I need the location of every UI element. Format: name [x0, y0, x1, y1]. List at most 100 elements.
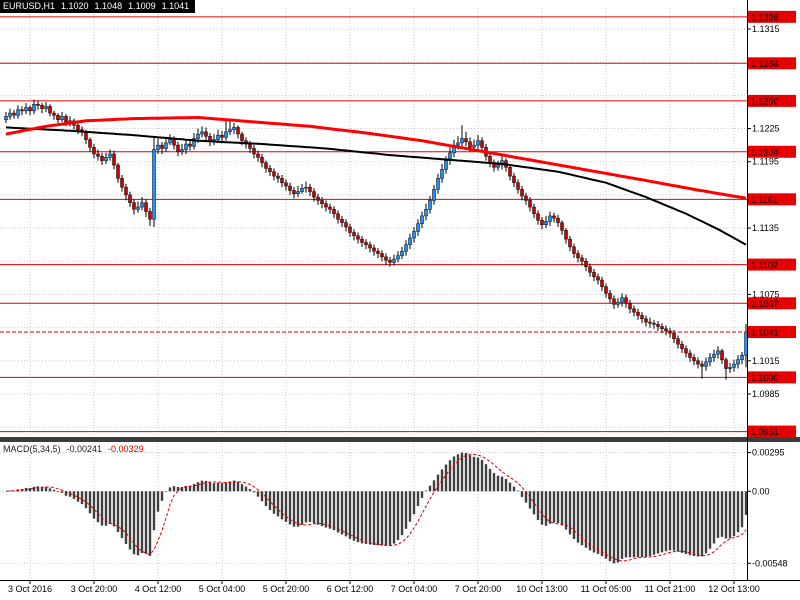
candle-body: [60, 116, 64, 120]
time-axis-label: 3 Oct 20:00: [71, 584, 118, 594]
main-chart-area[interactable]: [0, 0, 747, 437]
time-axis[interactable]: [0, 580, 800, 600]
candle-body: [280, 178, 284, 183]
price-level-badge-text: 1.1067: [751, 299, 779, 309]
candle-body: [420, 215, 424, 224]
candle-body: [380, 253, 384, 258]
candle-body: [188, 143, 192, 147]
time-axis-label: 11 Oct 21:00: [645, 584, 696, 594]
candle-body: [4, 116, 8, 120]
candle-body: [616, 301, 620, 305]
candle-body: [276, 175, 280, 179]
candle-body: [200, 131, 204, 135]
price-level-badge-text: 1.1204: [751, 147, 779, 157]
candle-body: [88, 139, 92, 148]
candle-body: [684, 348, 688, 354]
price-axis-label: 1.1015: [752, 356, 780, 366]
candle-body: [636, 311, 640, 316]
candle-body: [588, 266, 592, 273]
candle-body: [460, 138, 464, 144]
candle-body: [520, 189, 524, 197]
candle-body: [408, 237, 412, 245]
candle-body: [656, 324, 660, 327]
candle-body: [204, 131, 208, 137]
candle-body: [44, 106, 48, 109]
candle-body: [708, 357, 712, 363]
candle-body: [168, 139, 172, 144]
candle-body: [444, 160, 448, 170]
candle-body: [456, 142, 460, 146]
candle-body: [312, 191, 316, 198]
candle-body: [132, 202, 136, 210]
candle-body: [508, 167, 512, 177]
price-level-badge-text: 1.1102: [751, 260, 778, 270]
candle-body: [704, 361, 708, 367]
candle-body: [172, 139, 176, 146]
candle-body: [600, 279, 604, 287]
candle-body: [528, 200, 532, 208]
candle-body: [436, 178, 440, 190]
macd-signal-value: -0.00329: [108, 444, 144, 454]
macd-pane-area[interactable]: [0, 442, 747, 580]
candle-body: [360, 238, 364, 243]
price-axis-label: 1.1075: [752, 289, 780, 299]
candle-body: [736, 359, 740, 365]
candle-body: [364, 242, 368, 245]
candle-body: [164, 142, 168, 149]
candle-body: [24, 107, 28, 112]
candle-body: [344, 222, 348, 228]
candle-body: [568, 238, 572, 248]
candle-body: [160, 144, 164, 149]
candle-body: [672, 332, 676, 339]
macd-axis-label: 0.00295: [752, 448, 785, 458]
candle-body: [552, 215, 556, 219]
price-axis[interactable]: [747, 0, 800, 580]
candle-body: [716, 350, 720, 355]
price-level-badge-text: 1.1250: [751, 96, 779, 106]
candle-body: [604, 286, 608, 294]
candle-body: [584, 261, 588, 268]
macd-value: -0.00241: [66, 444, 103, 454]
time-axis-label: 10 Oct 13:00: [516, 584, 568, 594]
candle-body: [532, 206, 536, 214]
candle-body: [424, 209, 428, 217]
pane-separator[interactable]: [0, 437, 800, 442]
candle-body: [464, 138, 468, 143]
price-level-badge-text: 1.0951: [751, 427, 779, 437]
price-level-badge: [748, 145, 796, 158]
candle-body: [652, 322, 656, 325]
candle-body: [316, 196, 320, 201]
time-axis-label: 7 Oct 04:00: [391, 584, 438, 594]
ohlc-header: EURUSD,H1 1.1020 1.1048 1.1009 1.1041: [0, 0, 196, 13]
candle-body: [432, 189, 436, 201]
price-level-badge: [748, 193, 796, 206]
candle-body: [32, 103, 36, 112]
candle-body: [740, 355, 744, 360]
candle-body: [732, 363, 736, 368]
candle-body: [128, 194, 132, 203]
candle-body: [232, 127, 236, 130]
candle-body: [176, 144, 180, 153]
price-level-badge-text: 1.1000: [751, 373, 779, 383]
candle-body: [216, 134, 220, 140]
candle-body: [384, 256, 388, 261]
candle-body: [156, 144, 160, 150]
candle-body: [400, 251, 404, 256]
price-level-badge: [748, 57, 796, 70]
candle-body: [620, 297, 624, 303]
candle-body: [340, 218, 344, 223]
candle-body: [264, 162, 268, 169]
candle-body: [56, 115, 60, 120]
candle-body: [20, 109, 24, 112]
candle-body: [576, 253, 580, 259]
time-axis-label: 3 Oct 2016: [8, 584, 52, 594]
candle-body: [660, 326, 664, 329]
price-level-badge-text: 1.1284: [751, 59, 779, 69]
candle-body: [392, 258, 396, 263]
candle-body: [152, 149, 156, 220]
high-value: 1.1048: [94, 1, 123, 11]
candle-body: [96, 153, 100, 157]
candle-body: [260, 157, 264, 164]
time-axis-label: 6 Oct 12:00: [327, 584, 374, 594]
